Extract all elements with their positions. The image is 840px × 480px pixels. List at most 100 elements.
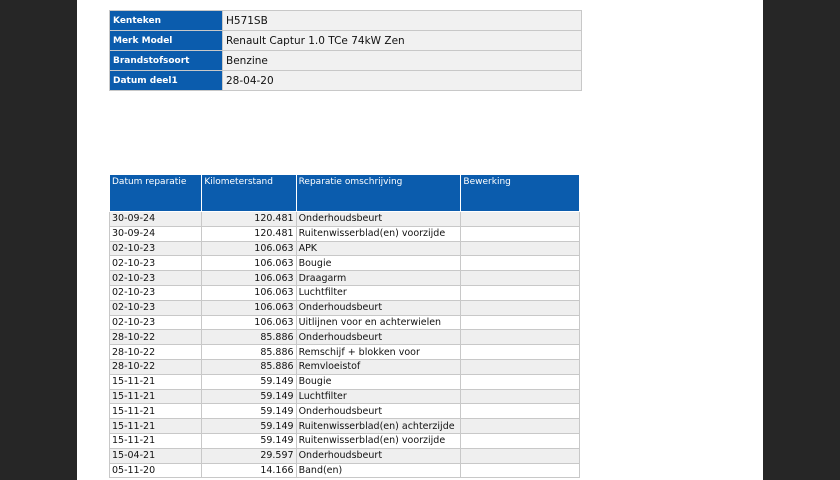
vehicle-row: Merk Model Renault Captur 1.0 TCe 74kW Ze… bbox=[109, 30, 582, 51]
vehicle-row: Brandstofsoort Benzine bbox=[109, 50, 582, 71]
repair-date: 02-10-23 bbox=[108, 299, 203, 316]
empty-cell bbox=[460, 358, 580, 375]
mileage: 85.886 bbox=[201, 344, 297, 360]
repair-description: Remvloeistof bbox=[295, 358, 462, 375]
repair-date: 02-10-23 bbox=[108, 284, 203, 301]
repair-description: Uitlijnen voor en achterwielen bbox=[295, 314, 462, 331]
empty-cell bbox=[460, 284, 580, 301]
repair-date: 05-11-20 bbox=[108, 462, 203, 479]
column-header: Datum reparatie bbox=[108, 174, 203, 212]
mileage: 59.149 bbox=[201, 403, 297, 420]
field-value: 28-04-20 bbox=[222, 70, 582, 91]
mileage: 106.063 bbox=[201, 240, 297, 257]
repair-date: 02-10-23 bbox=[108, 255, 203, 272]
repair-row: 02-10-23 106.063 Uitlijnen voor en achterw… bbox=[108, 314, 580, 331]
repair-row: 15-11-21 59.149 Luchtfilter bbox=[108, 388, 580, 405]
field-label: Datum deel1 bbox=[109, 70, 223, 91]
mileage: 106.063 bbox=[201, 255, 297, 272]
field-value: Renault Captur 1.0 TCe 74kW Zen bbox=[222, 30, 582, 51]
repair-row: 30-09-24 120.481 Ruitenwisserblad(en) voor… bbox=[108, 225, 580, 242]
empty-cell bbox=[460, 299, 580, 316]
mileage: 106.063 bbox=[201, 270, 297, 286]
column-header: Bewerking bbox=[460, 174, 580, 212]
vehicle-row: Kenteken H571SB bbox=[109, 10, 582, 31]
repair-description: Ruitenwisserblad(en) achterzijde bbox=[295, 418, 462, 434]
column-header: Kilometerstand bbox=[201, 174, 297, 212]
empty-cell bbox=[460, 373, 580, 390]
mileage: 59.149 bbox=[201, 432, 297, 449]
empty-cell bbox=[460, 462, 580, 479]
repair-date: 30-09-24 bbox=[108, 211, 203, 227]
repair-description: Onderhoudsbeurt bbox=[295, 299, 462, 316]
page: Kenteken H571SB Merk Model Renault Captur 1… bbox=[77, 0, 763, 480]
repair-row: 30-09-24 120.481 Onderhoudsbeurt bbox=[108, 211, 580, 227]
mileage: 29.597 bbox=[201, 447, 297, 464]
repair-row: 28-10-22 85.886 Remvloeistof bbox=[108, 358, 580, 375]
repair-date: 28-10-22 bbox=[108, 329, 203, 346]
mileage: 59.149 bbox=[201, 388, 297, 405]
repair-row: 02-10-23 106.063 Bougie bbox=[108, 255, 580, 272]
empty-cell bbox=[460, 270, 580, 286]
repair-description: Ruitenwisserblad(en) voorzijde bbox=[295, 225, 462, 242]
repair-row: 05-11-20 14.166 Band(en) bbox=[108, 462, 580, 479]
empty-cell bbox=[460, 255, 580, 272]
field-label: Kenteken bbox=[109, 10, 223, 31]
empty-cell bbox=[460, 403, 580, 420]
repair-date: 02-10-23 bbox=[108, 240, 203, 257]
repair-description: Band(en) bbox=[295, 462, 462, 479]
empty-cell bbox=[460, 240, 580, 257]
repair-row: 28-10-22 85.886 Remschijf + blokken voor bbox=[108, 344, 580, 360]
repair-description: Bougie bbox=[295, 255, 462, 272]
mileage: 85.886 bbox=[201, 329, 297, 346]
repair-row: 15-11-21 59.149 Ruitenwisserblad(en) voorz… bbox=[108, 432, 580, 449]
repair-description: APK bbox=[295, 240, 462, 257]
empty-cell bbox=[460, 432, 580, 449]
empty-cell bbox=[460, 344, 580, 360]
mileage: 120.481 bbox=[201, 211, 297, 227]
mileage: 106.063 bbox=[201, 314, 297, 331]
repairs-table: Datum reparatie Kilometerstand Reparatie o… bbox=[108, 174, 580, 479]
repair-description: Draagarm bbox=[295, 270, 462, 286]
repair-description: Ruitenwisserblad(en) voorzijde bbox=[295, 432, 462, 449]
repair-date: 15-11-21 bbox=[108, 418, 203, 434]
repair-row: 15-11-21 59.149 Bougie bbox=[108, 373, 580, 390]
repair-date: 28-10-22 bbox=[108, 344, 203, 360]
repair-row: 15-04-21 29.597 Onderhoudsbeurt bbox=[108, 447, 580, 464]
repair-description: Onderhoudsbeurt bbox=[295, 403, 462, 420]
repair-description: Luchtfilter bbox=[295, 284, 462, 301]
field-value: H571SB bbox=[222, 10, 582, 31]
repair-date: 15-11-21 bbox=[108, 432, 203, 449]
mileage: 106.063 bbox=[201, 284, 297, 301]
repair-date: 15-04-21 bbox=[108, 447, 203, 464]
empty-cell bbox=[460, 388, 580, 405]
header-row: Datum reparatie Kilometerstand Reparatie o… bbox=[108, 174, 580, 212]
repair-description: Onderhoudsbeurt bbox=[295, 329, 462, 346]
repair-row: 15-11-21 59.149 Ruitenwisserblad(en) achte… bbox=[108, 418, 580, 434]
repair-date: 02-10-23 bbox=[108, 270, 203, 286]
repair-description: Onderhoudsbeurt bbox=[295, 447, 462, 464]
field-value: Benzine bbox=[222, 50, 582, 71]
mileage: 59.149 bbox=[201, 373, 297, 390]
empty-cell bbox=[460, 211, 580, 227]
repair-date: 15-11-21 bbox=[108, 388, 203, 405]
empty-cell bbox=[460, 418, 580, 434]
empty-cell bbox=[460, 329, 580, 346]
field-label: Merk Model bbox=[109, 30, 223, 51]
empty-cell bbox=[460, 447, 580, 464]
repair-date: 15-11-21 bbox=[108, 373, 203, 390]
field-label: Brandstofsoort bbox=[109, 50, 223, 71]
repair-row: 02-10-23 106.063 APK bbox=[108, 240, 580, 257]
mileage: 120.481 bbox=[201, 225, 297, 242]
repair-row: 02-10-23 106.063 Draagarm bbox=[108, 270, 580, 286]
repair-date: 28-10-22 bbox=[108, 358, 203, 375]
repair-date: 30-09-24 bbox=[108, 225, 203, 242]
repair-date: 02-10-23 bbox=[108, 314, 203, 331]
repair-date: 15-11-21 bbox=[108, 403, 203, 420]
repair-description: Bougie bbox=[295, 373, 462, 390]
mileage: 59.149 bbox=[201, 418, 297, 434]
repair-row: 15-11-21 59.149 Onderhoudsbeurt bbox=[108, 403, 580, 420]
repair-row: 02-10-23 106.063 Luchtfilter bbox=[108, 284, 580, 301]
repair-row: 28-10-22 85.886 Onderhoudsbeurt bbox=[108, 329, 580, 346]
mileage: 14.166 bbox=[201, 462, 297, 479]
mileage: 85.886 bbox=[201, 358, 297, 375]
